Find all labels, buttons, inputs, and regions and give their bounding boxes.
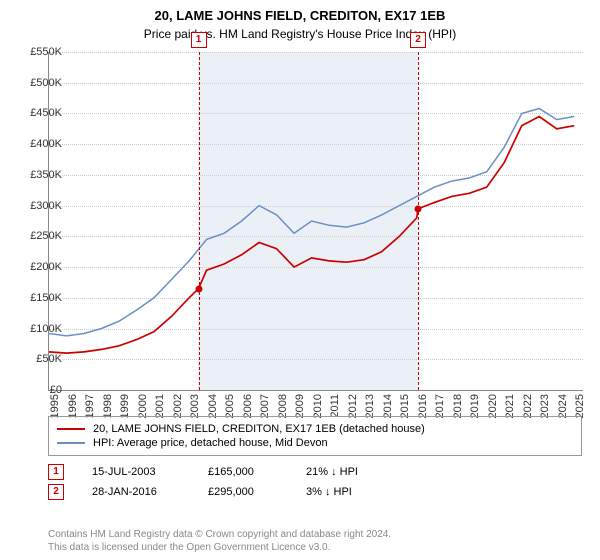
x-axis-label: 1999 [119,394,131,418]
y-axis-label: £400K [30,138,62,150]
legend-label: HPI: Average price, detached house, Mid … [93,437,328,449]
legend-swatch [57,428,85,430]
x-axis-label: 2016 [417,394,429,418]
x-axis-label: 2021 [504,394,516,418]
x-axis-label: 2006 [242,394,254,418]
marker-box: 1 [191,32,207,48]
x-axis-label: 2010 [312,394,324,418]
event-delta: 21% ↓ HPI [306,466,358,478]
x-axis-label: 2001 [154,394,166,418]
x-axis-label: 2005 [224,394,236,418]
attribution: Contains HM Land Registry data © Crown c… [48,528,391,554]
x-axis-label: 2015 [399,394,411,418]
y-axis-label: £150K [30,292,62,304]
legend-row: HPI: Average price, detached house, Mid … [57,436,573,450]
legend: 20, LAME JOHNS FIELD, CREDITON, EX17 1EB… [48,416,582,456]
y-axis-label: £200K [30,261,62,273]
event-marker: 2 [48,484,64,500]
marker-dot [415,205,422,212]
y-axis-label: £50K [36,353,62,365]
y-axis-label: £350K [30,169,62,181]
x-axis-label: 2003 [189,394,201,418]
x-axis-label: 2020 [487,394,499,418]
x-axis-label: 1995 [49,394,61,418]
event-table: 1 15-JUL-2003 £165,000 21% ↓ HPI 2 28-JAN-201… [48,462,358,502]
x-axis-label: 2018 [452,394,464,418]
event-date: 28-JAN-2016 [92,486,180,498]
marker-line [199,52,200,390]
attribution-line2: This data is licensed under the Open Gov… [48,541,391,554]
x-axis-label: 2009 [294,394,306,418]
marker-line [418,52,419,390]
x-axis-label: 2000 [137,394,149,418]
x-axis-label: 2019 [469,394,481,418]
x-axis-label: 2024 [557,394,569,418]
x-axis-label: 2017 [434,394,446,418]
y-axis-label: £550K [30,46,62,58]
event-delta: 3% ↓ HPI [306,486,352,498]
x-axis-label: 2013 [364,394,376,418]
event-marker: 1 [48,464,64,480]
x-axis-label: 2011 [329,394,341,418]
y-axis-label: £300K [30,200,62,212]
x-axis-label: 1997 [84,394,96,418]
marker-dot [195,285,202,292]
x-axis-label: 2007 [259,394,271,418]
event-row: 2 28-JAN-2016 £295,000 3% ↓ HPI [48,482,358,502]
y-axis-label: £100K [30,323,62,335]
y-axis-label: £450K [30,107,62,119]
x-axis-label: 2004 [207,394,219,418]
x-axis-label: 1998 [102,394,114,418]
x-axis-label: 2008 [277,394,289,418]
legend-label: 20, LAME JOHNS FIELD, CREDITON, EX17 1EB… [93,423,425,435]
x-axis-label: 2012 [347,394,359,418]
marker-box: 2 [410,32,426,48]
legend-row: 20, LAME JOHNS FIELD, CREDITON, EX17 1EB… [57,422,573,436]
event-row: 1 15-JUL-2003 £165,000 21% ↓ HPI [48,462,358,482]
y-axis-label: £500K [30,77,62,89]
x-axis-label: 2025 [574,394,586,418]
chart-title: 20, LAME JOHNS FIELD, CREDITON, EX17 1EB [0,0,600,23]
x-axis-label: 1996 [67,394,79,418]
event-date: 15-JUL-2003 [92,466,180,478]
y-axis-label: £250K [30,230,62,242]
event-price: £165,000 [208,466,278,478]
chart-area: 12 1995199619971998199920002001200220032… [48,52,583,391]
line-series [49,52,583,390]
y-axis-label: £0 [50,384,62,396]
legend-swatch [57,442,85,444]
x-axis-label: 2014 [382,394,394,418]
attribution-line1: Contains HM Land Registry data © Crown c… [48,528,391,541]
x-axis-label: 2002 [172,394,184,418]
chart-subtitle: Price paid vs. HM Land Registry's House … [0,23,600,41]
x-axis-label: 2022 [522,394,534,418]
x-axis-label: 2023 [539,394,551,418]
event-price: £295,000 [208,486,278,498]
